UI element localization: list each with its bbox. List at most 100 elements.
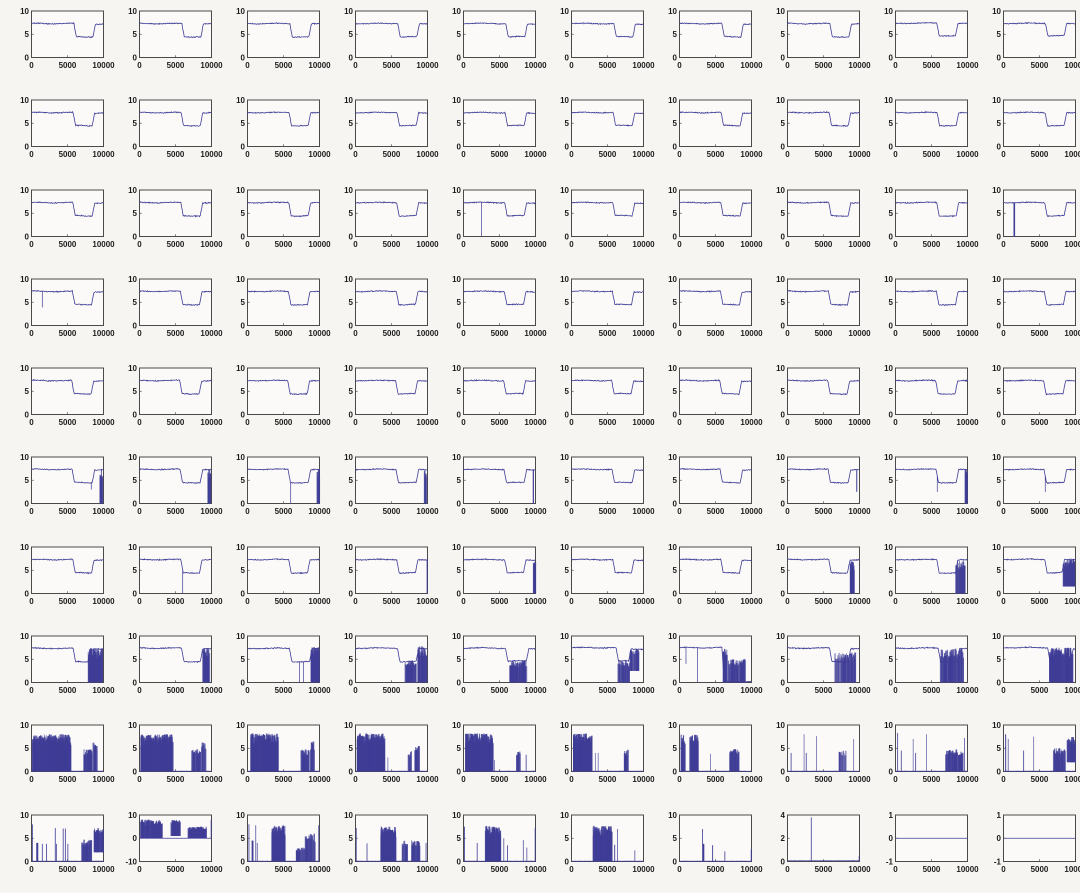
svg-text:-1: -1 bbox=[886, 857, 894, 866]
svg-text:10000: 10000 bbox=[740, 507, 763, 516]
svg-text:5000: 5000 bbox=[491, 61, 509, 70]
svg-text:10: 10 bbox=[884, 275, 893, 284]
subplot-r4c6: 0 5 10 0 5000 10000 bbox=[540, 268, 655, 357]
svg-text:0: 0 bbox=[133, 232, 138, 241]
subplot-r6c10: 0 5 10 0 5000 10000 bbox=[972, 446, 1080, 535]
svg-text:0: 0 bbox=[565, 589, 570, 598]
svg-text:5: 5 bbox=[889, 566, 894, 575]
svg-text:0: 0 bbox=[565, 321, 570, 330]
svg-text:0: 0 bbox=[349, 768, 354, 777]
subplot-r10c6: 0 5 10 0 5000 10000 bbox=[540, 804, 655, 893]
subplot-r9c5: 0 5 10 0 5000 10000 bbox=[432, 714, 547, 803]
svg-text:5: 5 bbox=[349, 298, 354, 307]
svg-text:5: 5 bbox=[781, 298, 786, 307]
svg-text:10: 10 bbox=[236, 364, 245, 373]
svg-text:10000: 10000 bbox=[956, 329, 979, 338]
subplot-r1c9: 0 5 10 0 5000 10000 bbox=[864, 0, 979, 89]
svg-text:0: 0 bbox=[569, 240, 574, 249]
svg-text:10000: 10000 bbox=[92, 775, 115, 784]
subplot-r7c8: 0 5 10 0 5000 10000 bbox=[756, 536, 871, 625]
svg-text:0: 0 bbox=[785, 418, 790, 427]
svg-text:10000: 10000 bbox=[92, 597, 115, 606]
svg-text:10: 10 bbox=[992, 453, 1001, 462]
subplot-r1c10: 0 5 10 0 5000 10000 bbox=[972, 0, 1080, 89]
svg-text:0: 0 bbox=[245, 240, 250, 249]
svg-text:10000: 10000 bbox=[416, 686, 439, 695]
svg-text:5: 5 bbox=[241, 655, 246, 664]
subplot-r2c4: 0 5 10 0 5000 10000 bbox=[324, 89, 439, 178]
svg-text:5000: 5000 bbox=[1031, 686, 1049, 695]
svg-text:0: 0 bbox=[29, 775, 34, 784]
subplot-r6c2: 0 5 10 0 5000 10000 bbox=[108, 446, 223, 535]
svg-text:5: 5 bbox=[133, 744, 138, 753]
svg-text:5000: 5000 bbox=[275, 61, 293, 70]
svg-text:10000: 10000 bbox=[200, 775, 223, 784]
svg-text:0: 0 bbox=[25, 589, 30, 598]
svg-text:5: 5 bbox=[25, 834, 30, 843]
svg-text:10: 10 bbox=[344, 275, 353, 284]
svg-text:5: 5 bbox=[25, 566, 30, 575]
svg-text:10: 10 bbox=[776, 275, 785, 284]
svg-text:0: 0 bbox=[677, 507, 682, 516]
svg-text:0: 0 bbox=[349, 232, 354, 241]
svg-text:0: 0 bbox=[457, 589, 462, 598]
svg-text:0: 0 bbox=[25, 143, 30, 152]
svg-text:5000: 5000 bbox=[815, 329, 833, 338]
svg-text:10: 10 bbox=[344, 721, 353, 730]
svg-text:5000: 5000 bbox=[383, 240, 401, 249]
subplot-r2c3: 0 5 10 0 5000 10000 bbox=[216, 89, 331, 178]
svg-text:0: 0 bbox=[569, 418, 574, 427]
svg-text:10000: 10000 bbox=[92, 865, 115, 874]
subplot-r7c7: 0 5 10 0 5000 10000 bbox=[648, 536, 763, 625]
svg-text:10000: 10000 bbox=[416, 150, 439, 159]
svg-text:5000: 5000 bbox=[707, 865, 725, 874]
svg-text:10000: 10000 bbox=[92, 61, 115, 70]
svg-text:10000: 10000 bbox=[848, 418, 871, 427]
svg-text:10000: 10000 bbox=[632, 865, 655, 874]
svg-text:10: 10 bbox=[992, 632, 1001, 641]
svg-text:0: 0 bbox=[1001, 686, 1006, 695]
svg-text:5: 5 bbox=[889, 477, 894, 486]
svg-text:5000: 5000 bbox=[599, 61, 617, 70]
svg-text:10000: 10000 bbox=[740, 865, 763, 874]
svg-text:5000: 5000 bbox=[815, 597, 833, 606]
svg-text:10000: 10000 bbox=[92, 240, 115, 249]
svg-text:0: 0 bbox=[133, 410, 138, 419]
svg-text:10: 10 bbox=[668, 96, 677, 105]
svg-text:0: 0 bbox=[349, 857, 354, 866]
svg-text:10: 10 bbox=[668, 364, 677, 373]
svg-text:10000: 10000 bbox=[524, 240, 547, 249]
subplot-r6c8: 0 5 10 0 5000 10000 bbox=[756, 446, 871, 535]
svg-text:0: 0 bbox=[781, 857, 786, 866]
svg-text:0: 0 bbox=[781, 53, 786, 62]
svg-text:10: 10 bbox=[884, 632, 893, 641]
svg-text:0: 0 bbox=[349, 410, 354, 419]
svg-text:10: 10 bbox=[992, 364, 1001, 373]
svg-text:10000: 10000 bbox=[956, 597, 979, 606]
svg-text:10000: 10000 bbox=[740, 61, 763, 70]
svg-text:5: 5 bbox=[457, 30, 462, 39]
svg-text:5000: 5000 bbox=[491, 418, 509, 427]
svg-text:1: 1 bbox=[997, 810, 1002, 819]
svg-text:10: 10 bbox=[128, 721, 137, 730]
svg-text:2: 2 bbox=[781, 834, 786, 843]
svg-text:0: 0 bbox=[889, 321, 894, 330]
svg-text:5000: 5000 bbox=[59, 150, 77, 159]
svg-text:5: 5 bbox=[133, 655, 138, 664]
svg-text:0: 0 bbox=[1001, 418, 1006, 427]
svg-text:5: 5 bbox=[673, 744, 678, 753]
svg-text:0: 0 bbox=[889, 589, 894, 598]
svg-text:10: 10 bbox=[776, 543, 785, 552]
svg-text:10000: 10000 bbox=[956, 418, 979, 427]
subplot-r1c2: 0 5 10 0 5000 10000 bbox=[108, 0, 223, 89]
svg-text:10: 10 bbox=[560, 364, 569, 373]
svg-text:10: 10 bbox=[776, 96, 785, 105]
svg-text:5000: 5000 bbox=[275, 329, 293, 338]
svg-text:0: 0 bbox=[349, 321, 354, 330]
svg-text:5000: 5000 bbox=[815, 686, 833, 695]
svg-text:0: 0 bbox=[461, 775, 466, 784]
subplot-r1c3: 0 5 10 0 5000 10000 bbox=[216, 0, 331, 89]
svg-text:5000: 5000 bbox=[59, 865, 77, 874]
svg-text:5000: 5000 bbox=[923, 686, 941, 695]
svg-text:0: 0 bbox=[1001, 329, 1006, 338]
